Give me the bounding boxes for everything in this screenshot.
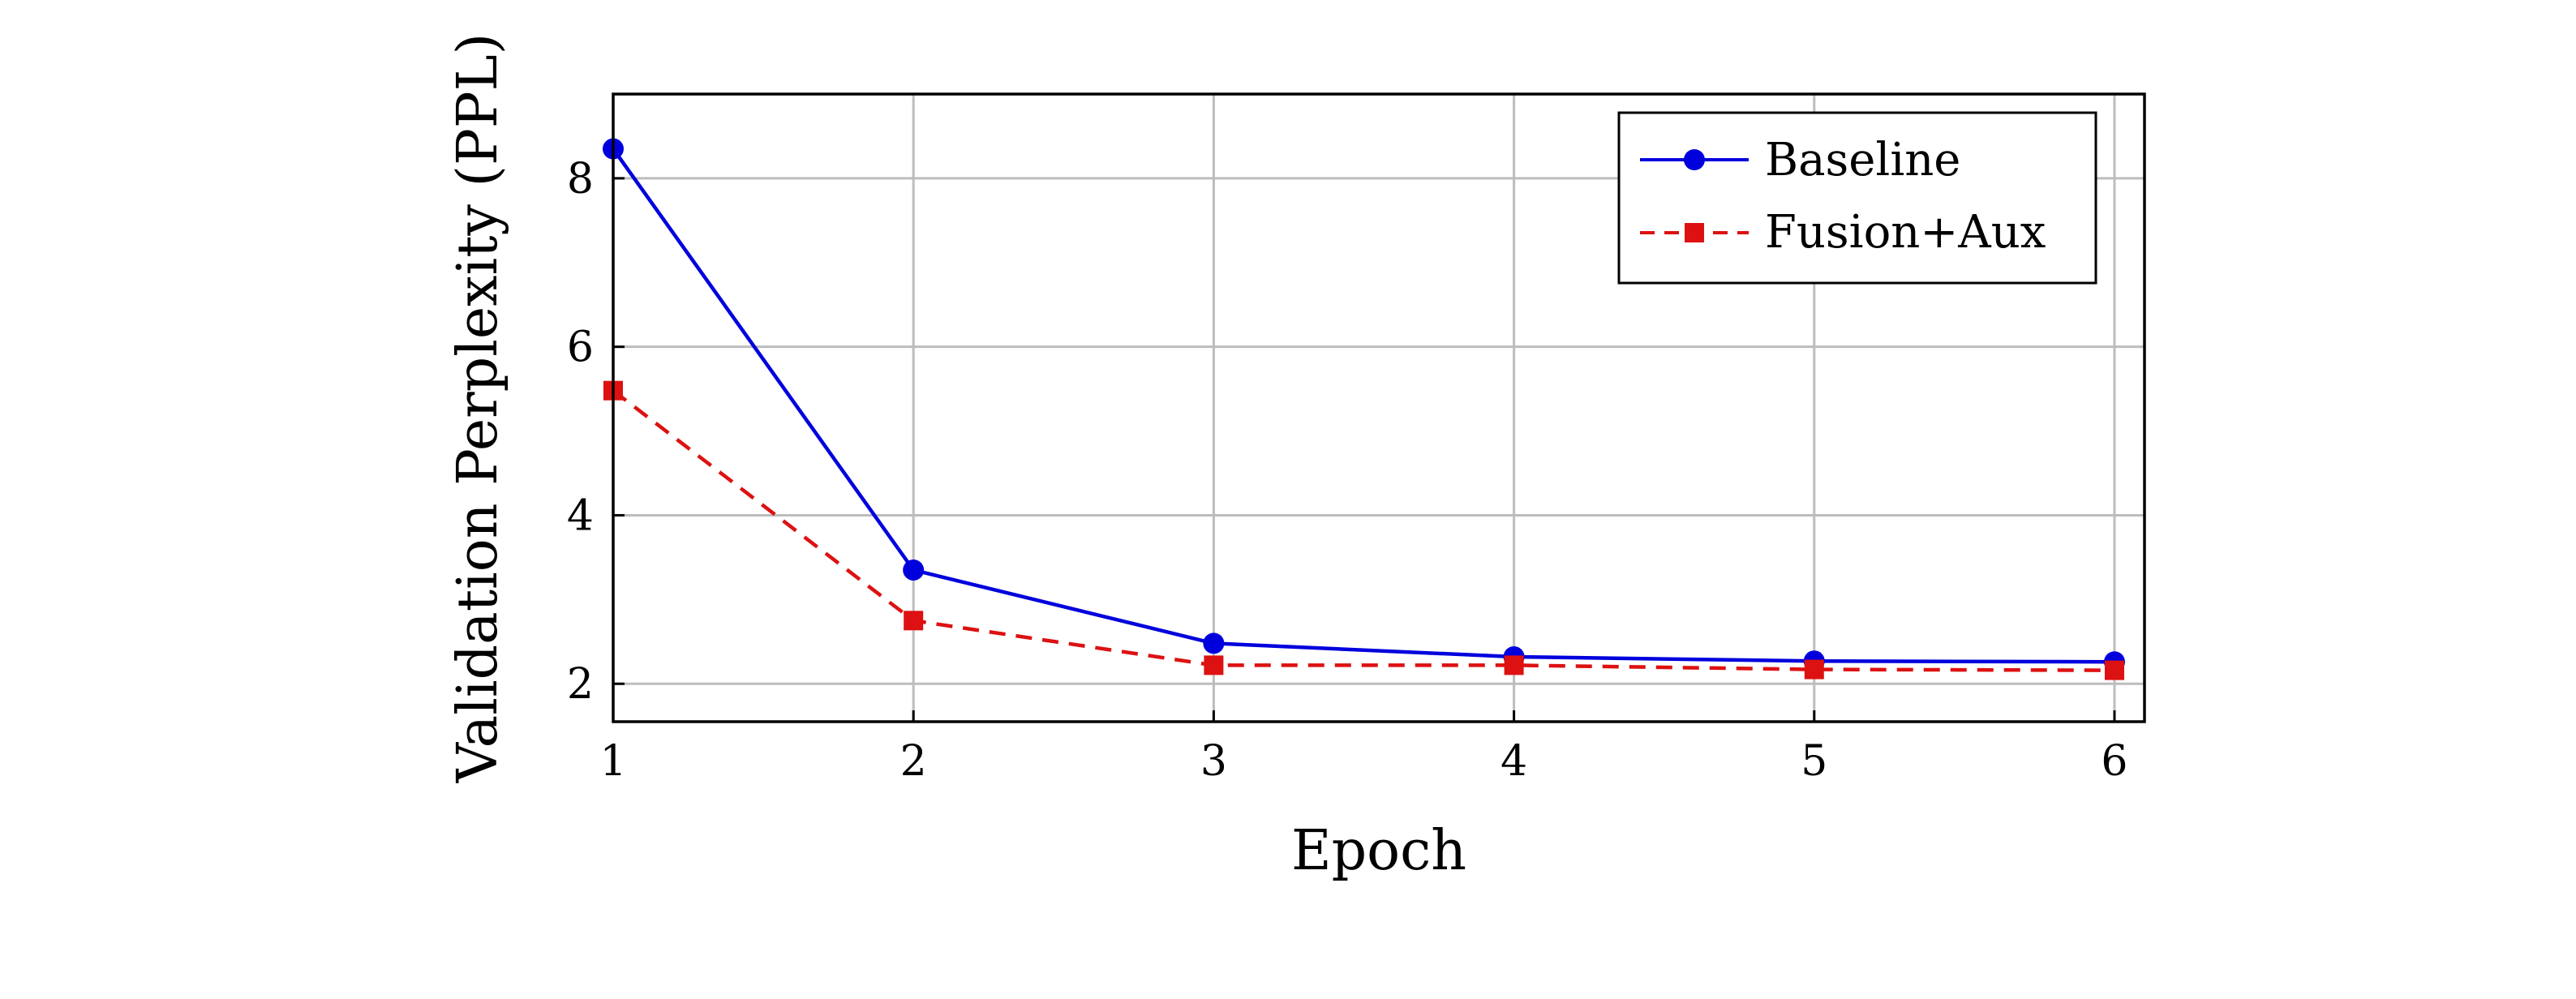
data-point-fusion-aux [904,611,924,631]
data-point-fusion-aux [1204,655,1224,675]
x-tick-labels: 1 2 3 4 5 6 [599,710,2128,786]
x-tick-label: 2 [900,737,927,786]
legend-label-baseline: Baseline [1765,134,1960,187]
series-line-fusion-aux [612,388,2114,672]
legend-marker-fusion-aux [1685,223,1704,242]
y-tick-labels: 2 4 6 8 [567,155,625,709]
legend-box [1617,111,2097,285]
series-line-baseline [612,148,2114,664]
y-tick-label: 2 [567,660,594,709]
y-tick-label: 8 [567,155,594,204]
plot-frame [612,92,2146,723]
y-tick-label: 4 [567,491,594,540]
data-point-fusion-aux [1504,655,1524,675]
data-point-baseline [903,559,925,581]
y-axis-title: Validation Perplexity (PPL) [446,33,510,784]
legend-label-fusion-aux: Fusion+Aux [1765,206,2046,259]
x-tick-label: 1 [599,737,626,786]
legend-marker-baseline [1684,149,1705,170]
x-tick-label: 5 [1801,737,1827,786]
legend: Baseline Fusion+Aux [1617,111,2097,285]
data-point-fusion-aux [2104,660,2124,680]
data-point-fusion-aux [1804,659,1824,680]
data-point-baseline [1203,632,1225,654]
x-axis-title: Epoch [1291,819,1466,883]
y-tick-label: 6 [567,324,594,372]
x-tick-label: 4 [1501,737,1527,786]
series-fusion-aux [603,380,2124,680]
x-tick-label: 6 [2101,737,2127,786]
x-tick-label: 3 [1200,737,1227,786]
